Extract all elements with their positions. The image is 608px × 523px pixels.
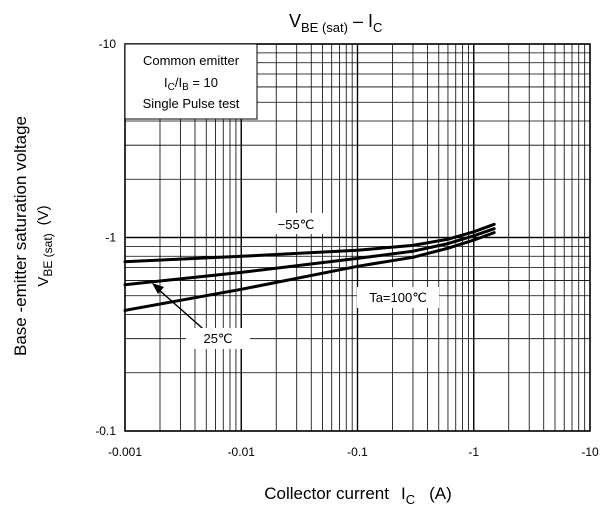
annotation-arrow-line bbox=[157, 288, 211, 336]
legend-line-2: IC/IB = 10 bbox=[164, 75, 218, 93]
series-line-0 bbox=[123, 222, 496, 264]
x-tick-label: -1 bbox=[468, 445, 479, 459]
legend-line-1: Common emitter bbox=[143, 53, 240, 68]
x-axis-label: Collector current IC (A) bbox=[264, 484, 452, 507]
annotations: −55℃ Ta=100℃ 25℃ bbox=[152, 213, 439, 349]
y-tick-label: -10 bbox=[99, 37, 117, 51]
plot-frame bbox=[124, 43, 591, 432]
annotation-25: 25℃ bbox=[203, 331, 232, 346]
annotation-arrow-head bbox=[152, 283, 164, 294]
y-tick-label: -0.1 bbox=[95, 424, 116, 438]
series-line-2 bbox=[123, 231, 496, 312]
x-tick-label: -0.01 bbox=[228, 445, 256, 459]
y-axis-label: Base -emitter saturation voltage bbox=[11, 116, 30, 356]
y-axis-symbol: VBE (sat)(V) bbox=[35, 205, 55, 286]
x-tick-label: -10 bbox=[581, 445, 599, 459]
series-group bbox=[123, 222, 496, 312]
chart-title: VBE (sat) – IC bbox=[289, 11, 382, 35]
annotation-minus55: −55℃ bbox=[278, 217, 315, 232]
y-tick-label: -1 bbox=[105, 231, 116, 245]
y-tick-labels: -0.1 -1 -10 bbox=[95, 37, 116, 438]
series-line-1 bbox=[123, 227, 496, 287]
annotation-ta100: Ta=100℃ bbox=[369, 290, 427, 305]
legend-box: Common emitter IC/IB = 10 Single Pulse t… bbox=[124, 43, 258, 120]
x-tick-label: -0.1 bbox=[347, 445, 368, 459]
x-tick-label: -0.001 bbox=[108, 445, 142, 459]
x-tick-labels: -0.001 -0.01 -0.1 -1 -10 bbox=[108, 445, 599, 459]
legend-line-3: Single Pulse test bbox=[143, 96, 240, 111]
